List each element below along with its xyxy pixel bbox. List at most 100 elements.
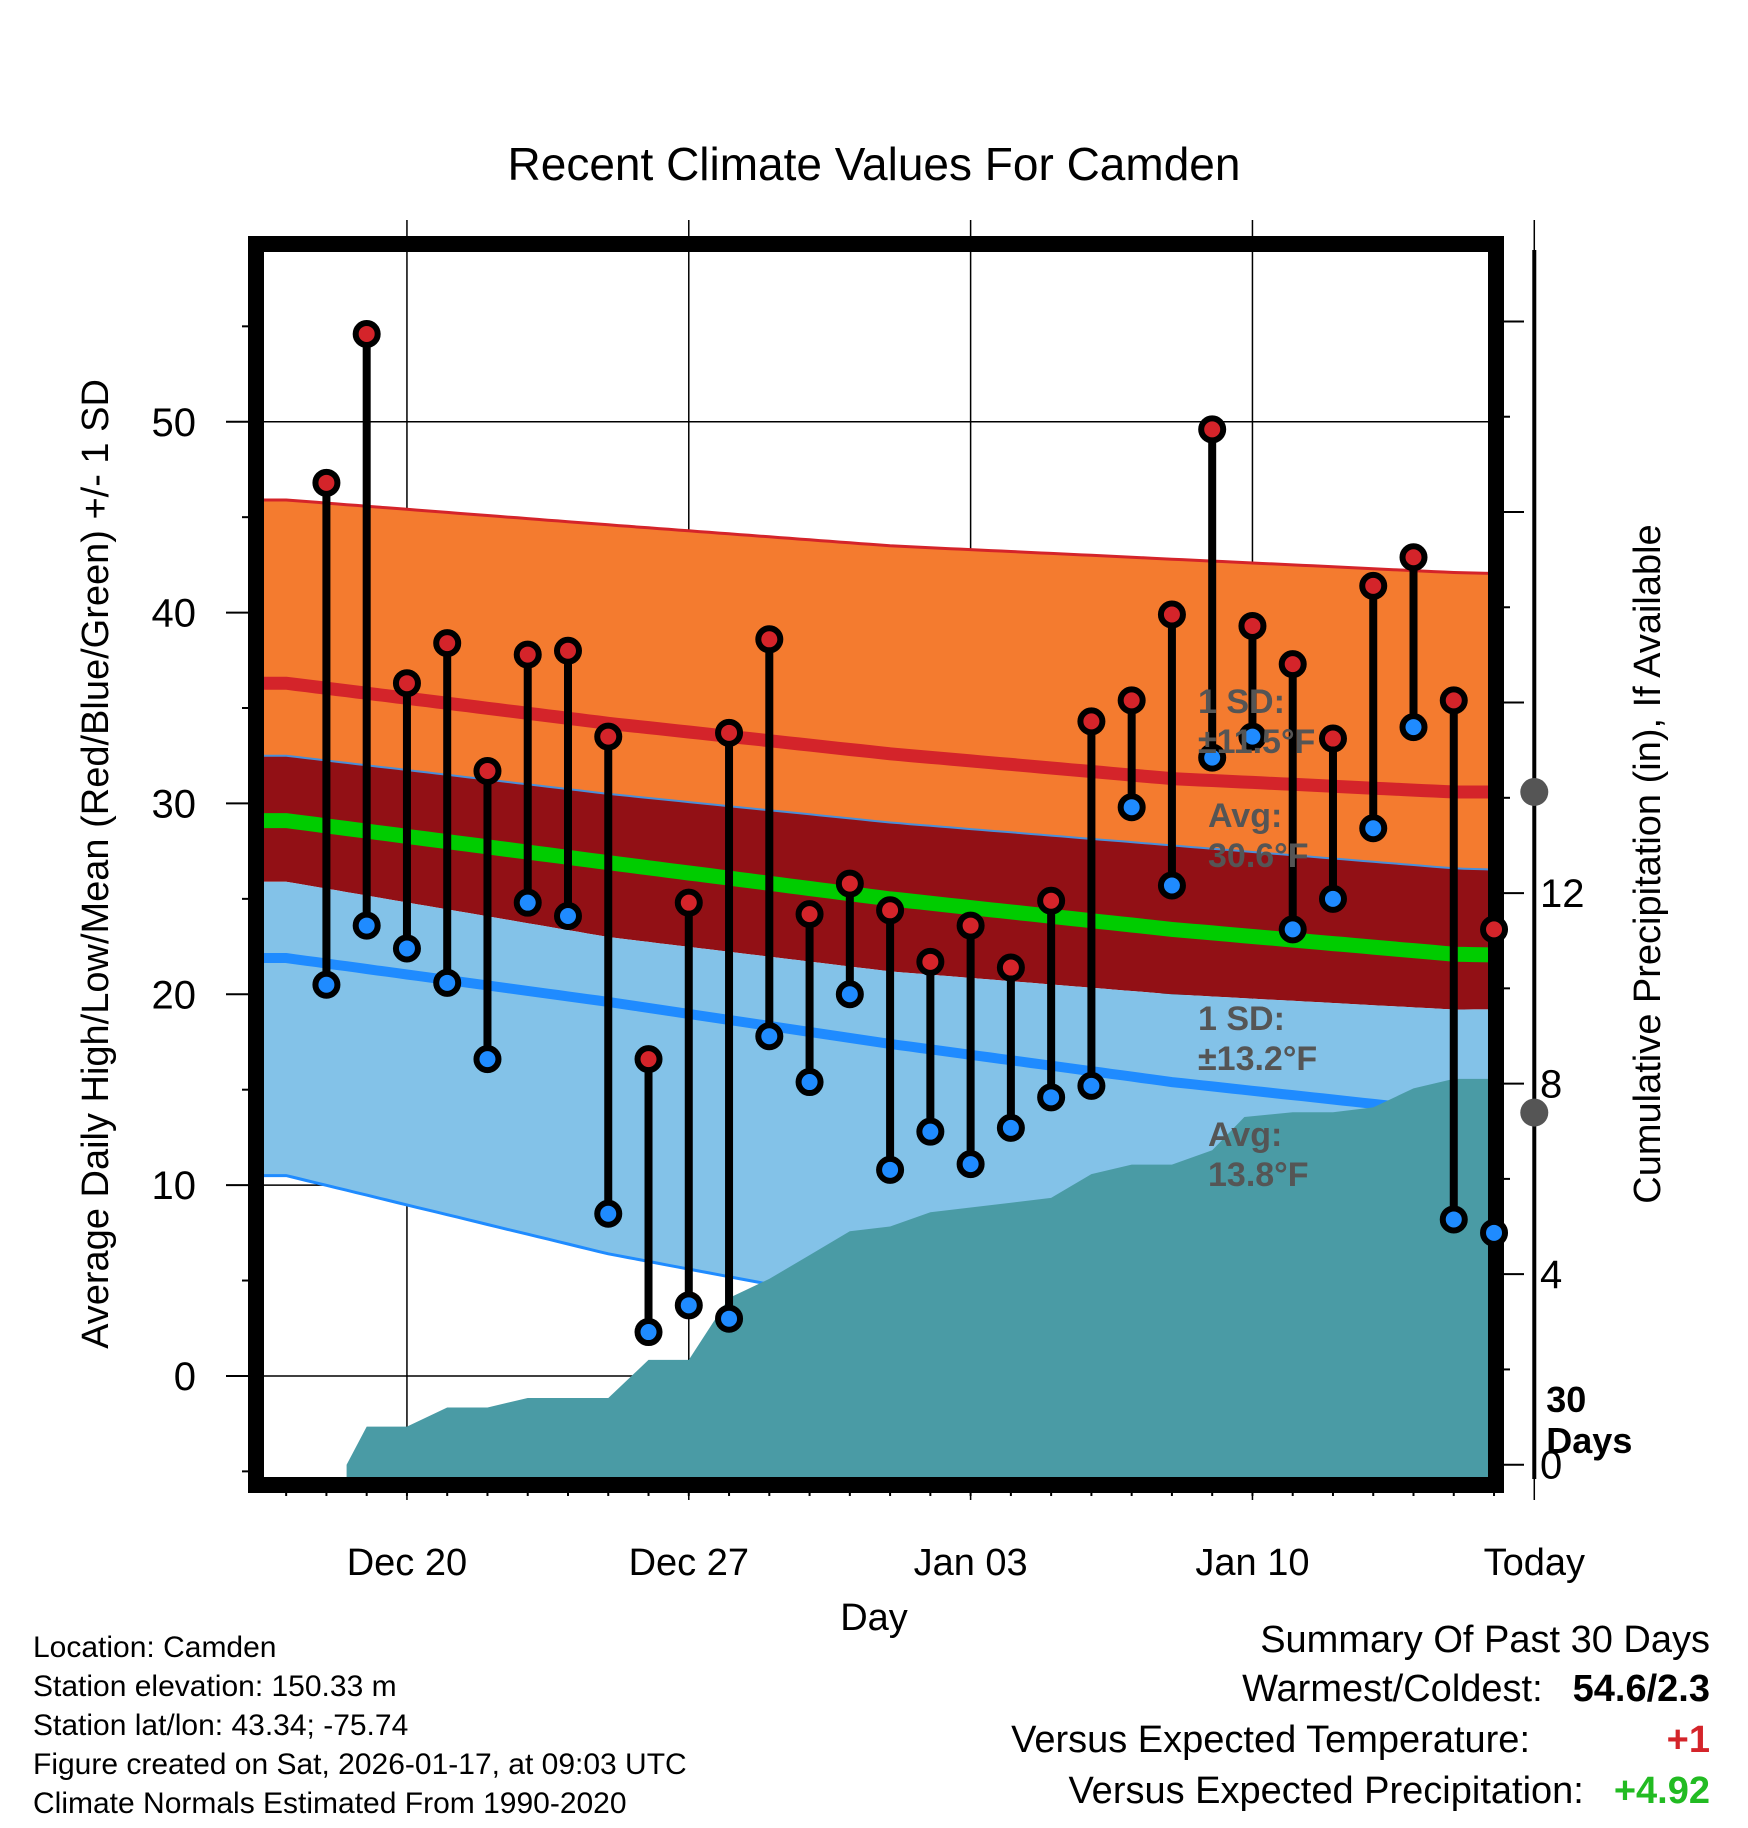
- high-plus-sd-line: [262, 498, 1490, 575]
- daily-high-dot: [1399, 543, 1428, 572]
- y2-tick-label: 12: [1540, 872, 1585, 916]
- daily-low-dot: [1439, 1205, 1468, 1234]
- summary-temp-label: Versus Expected Temperature:: [1011, 1719, 1530, 1761]
- info-normals: Climate Normals Estimated From 1990-2020: [33, 1787, 627, 1820]
- daily-low-dot: [715, 1304, 744, 1333]
- info-created: Figure created on Sat, 2026-01-17, at 09…: [33, 1748, 687, 1781]
- y-tick-label: 0: [174, 1355, 196, 1399]
- daily-low-dot: [352, 911, 381, 940]
- summary-precip-row: Versus Expected Precipitation: +4.92: [810, 1766, 1710, 1817]
- daily-high-dot: [755, 625, 784, 654]
- y-tick-label: 30: [152, 782, 197, 826]
- daily-high-dot: [956, 911, 985, 940]
- daily-high-dot: [1359, 571, 1388, 600]
- x-tick-label: Dec 20: [347, 1542, 467, 1584]
- daily-low-dot: [916, 1117, 945, 1146]
- daily-high-dot: [795, 900, 824, 929]
- daily-high-dot: [876, 896, 905, 925]
- y2-tick-label: 0: [1540, 1444, 1562, 1488]
- y-tick-label: 40: [152, 592, 197, 636]
- high-avg-marker: [1520, 777, 1549, 806]
- daily-high-dot: [996, 953, 1025, 982]
- daily-low-dot: [996, 1113, 1025, 1142]
- daily-high-dot: [1278, 650, 1307, 679]
- low-avg-marker: [1520, 1098, 1549, 1127]
- daily-high-dot: [433, 629, 462, 658]
- precipitation-area: [346, 1078, 1490, 1479]
- daily-high-dot: [1480, 915, 1509, 944]
- x-tick-label: Jan 03: [914, 1542, 1028, 1584]
- y2-tick-label: 8: [1540, 1063, 1562, 1107]
- daily-low-dot: [1198, 743, 1227, 772]
- summary-precip-value: +4.92: [1613, 1770, 1710, 1812]
- daily-high-dot: [312, 468, 341, 497]
- y-tick-label: 50: [152, 401, 197, 445]
- daily-low-dot: [1037, 1083, 1066, 1112]
- daily-low-dot: [1077, 1071, 1106, 1100]
- daily-high-dot: [1439, 686, 1468, 715]
- summary-precip-label: Versus Expected Precipitation:: [1068, 1770, 1584, 1812]
- y-tick-label: 20: [152, 973, 197, 1017]
- daily-low-dot: [1157, 871, 1186, 900]
- y2-tick-label: 4: [1540, 1253, 1562, 1297]
- daily-high-dot: [594, 722, 623, 751]
- daily-high-dot: [352, 319, 381, 348]
- daily-high-dot: [835, 869, 864, 898]
- daily-high-dot: [674, 888, 703, 917]
- daily-high-dot: [1318, 724, 1347, 753]
- daily-high-dot: [715, 718, 744, 747]
- summary-warmest-label: Warmest/Coldest:: [1242, 1668, 1543, 1710]
- summary-title: Summary Of Past 30 Days: [1260, 1619, 1710, 1661]
- daily-low-dot: [1278, 915, 1307, 944]
- y-axis-label: Average Daily High/Low/Mean (Red/Blue/Gr…: [75, 379, 117, 1349]
- annotations: 1 SD: ±11.5°F Avg: 30.6°F 1 SD: ±13.2°F Avg: 13…: [1198, 683, 1549, 1194]
- y2-axis-label: Cumulative Precipitation (in), If Availa…: [1627, 524, 1669, 1203]
- high-avg-annotation: Avg: 30.6°F: [1208, 797, 1309, 875]
- daily-high-dot: [553, 636, 582, 665]
- info-location: Location: Camden: [33, 1631, 277, 1664]
- daily-low-dot: [1399, 713, 1428, 742]
- x-tick-label: Jan 10: [1195, 1542, 1309, 1584]
- summary-panel: Summary Of Past 30 Days Warmest/Coldest:…: [810, 1616, 1710, 1817]
- daily-low-dot: [795, 1068, 824, 1097]
- daily-low-dot: [956, 1150, 985, 1179]
- daily-low-dot: [594, 1199, 623, 1228]
- daily-low-dot: [876, 1155, 905, 1184]
- summary-warmest-value: 54.6/2.3: [1572, 1668, 1710, 1710]
- x-axis-label: Day: [840, 1597, 908, 1639]
- daily-high-dot: [392, 669, 421, 698]
- normal-high-line: [262, 676, 1490, 799]
- daily-high-dot: [634, 1045, 663, 1074]
- plot-area: [262, 498, 1490, 1479]
- station-info: Location: Camden Station elevation: 150.…: [33, 1628, 687, 1823]
- high-minus-sd-line: [262, 754, 1490, 871]
- daily-low-dot: [1359, 814, 1388, 843]
- daily-high-dot: [916, 947, 945, 976]
- today-label-line1: 30: [1546, 1379, 1586, 1420]
- x-tick-label: Dec 27: [629, 1542, 749, 1584]
- daily-low-dot: [674, 1291, 703, 1320]
- chart-title: Recent Climate Values For Camden: [508, 138, 1241, 190]
- daily-low-dot: [513, 888, 542, 917]
- info-latlon: Station lat/lon: 43.34; -75.74: [33, 1709, 409, 1742]
- summary-temp-row: Versus Expected Temperature: +1: [810, 1715, 1710, 1766]
- daily-low-dot: [392, 934, 421, 963]
- low-avg-annotation: Avg: 13.8°F: [1208, 1116, 1309, 1194]
- daily-low-dot: [1117, 793, 1146, 822]
- daily-low-dot: [433, 968, 462, 997]
- y-tick-label: 10: [152, 1164, 197, 1208]
- daily-high-dot: [1077, 707, 1106, 736]
- daily-high-dot: [1117, 686, 1146, 715]
- daily-low-dot: [1238, 722, 1267, 751]
- daily-low-dot: [1480, 1218, 1509, 1247]
- daily-low-dot: [835, 980, 864, 1009]
- daily-low-dot: [553, 902, 582, 931]
- daily-temperature-series: [312, 319, 1509, 1347]
- low-sd-annotation: 1 SD: ±13.2°F: [1198, 1000, 1317, 1078]
- x-tick-label: Today: [1484, 1542, 1585, 1584]
- daily-high-dot: [1037, 886, 1066, 915]
- summary-warmest-row: Warmest/Coldest: 54.6/2.3: [810, 1664, 1710, 1715]
- daily-low-dot: [755, 1022, 784, 1051]
